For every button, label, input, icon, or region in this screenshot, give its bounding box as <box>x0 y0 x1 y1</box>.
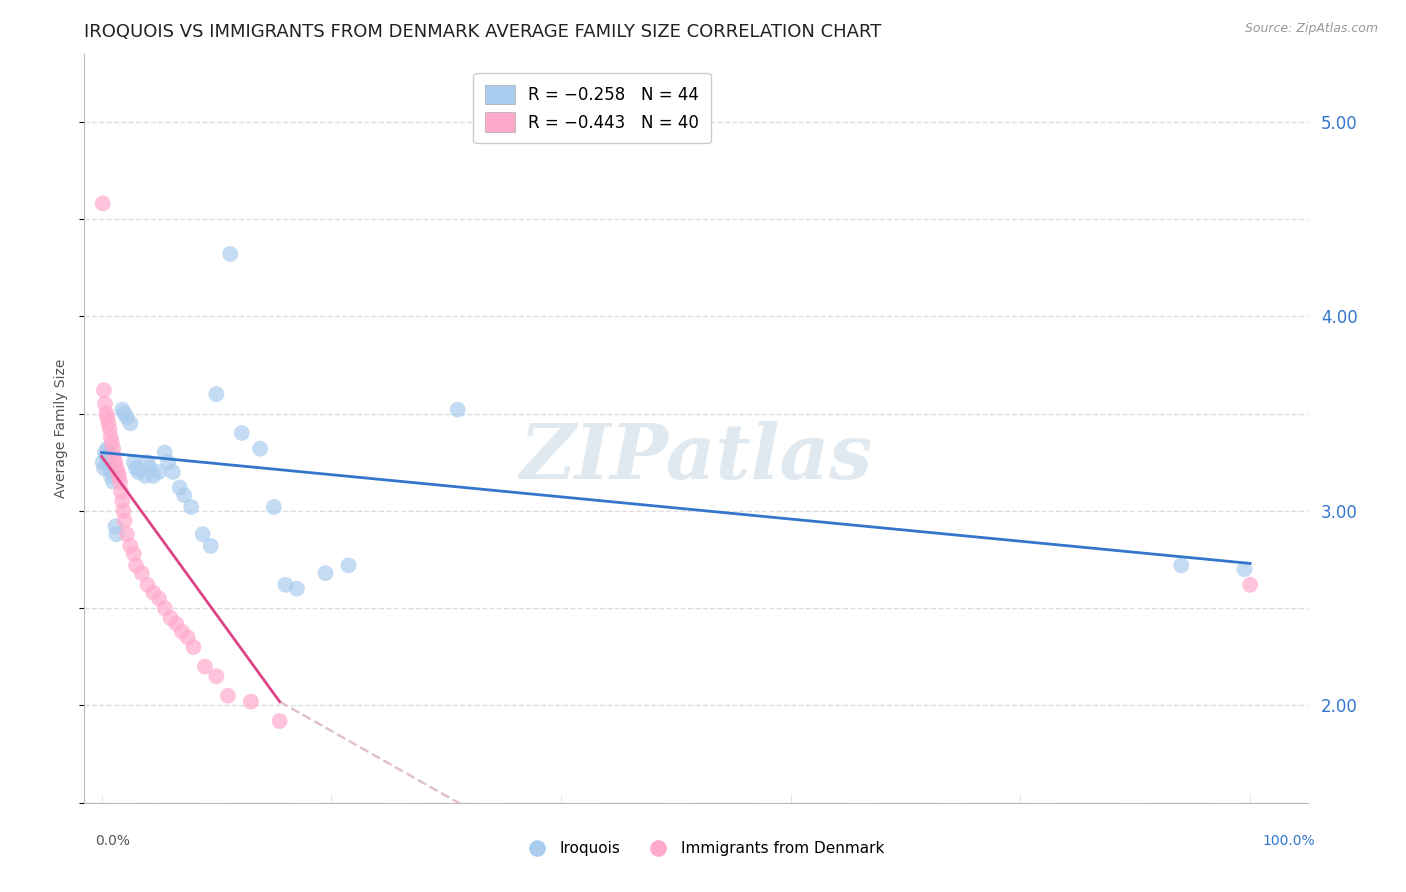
Immigrants from Denmark <box>101 435 124 450</box>
Immigrants from Denmark <box>104 455 127 469</box>
Iroquois <box>136 455 159 469</box>
Iroquois <box>315 566 337 581</box>
Iroquois <box>93 461 115 475</box>
Iroquois <box>98 461 121 475</box>
Immigrants from Denmark <box>142 585 165 599</box>
Text: ZIPatlas: ZIPatlas <box>519 421 873 495</box>
Iroquois <box>200 539 222 553</box>
Iroquois <box>1170 558 1192 573</box>
Iroquois <box>115 410 138 425</box>
Iroquois <box>446 402 468 417</box>
Text: Source: ZipAtlas.com: Source: ZipAtlas.com <box>1244 22 1378 36</box>
Immigrants from Denmark <box>177 631 200 645</box>
Immigrants from Denmark <box>194 659 217 673</box>
Iroquois <box>91 455 114 469</box>
Immigrants from Denmark <box>103 450 125 464</box>
Immigrants from Denmark <box>217 689 239 703</box>
Iroquois <box>157 455 180 469</box>
Iroquois <box>142 468 165 483</box>
Immigrants from Denmark <box>98 422 121 436</box>
Iroquois <box>139 461 162 475</box>
Immigrants from Denmark <box>120 539 142 553</box>
Y-axis label: Average Family Size: Average Family Size <box>55 359 69 498</box>
Immigrants from Denmark <box>108 468 131 483</box>
Immigrants from Denmark <box>153 601 176 615</box>
Text: 0.0%: 0.0% <box>96 834 131 848</box>
Immigrants from Denmark <box>111 494 134 508</box>
Immigrants from Denmark <box>110 484 132 499</box>
Iroquois <box>205 387 228 401</box>
Iroquois <box>249 442 271 456</box>
Immigrants from Denmark <box>96 410 118 425</box>
Iroquois <box>105 527 128 541</box>
Immigrants from Denmark <box>112 504 135 518</box>
Iroquois <box>101 475 124 489</box>
Immigrants from Denmark <box>96 407 118 421</box>
Iroquois <box>231 425 253 440</box>
Immigrants from Denmark <box>125 558 148 573</box>
Iroquois <box>114 407 136 421</box>
Text: 100.0%: 100.0% <box>1263 834 1315 848</box>
Iroquois <box>153 445 176 459</box>
Iroquois <box>148 465 170 479</box>
Immigrants from Denmark <box>108 475 131 489</box>
Iroquois <box>1233 562 1256 576</box>
Immigrants from Denmark <box>183 640 205 654</box>
Immigrants from Denmark <box>170 624 193 639</box>
Iroquois <box>125 461 148 475</box>
Iroquois <box>122 455 145 469</box>
Iroquois <box>127 465 149 479</box>
Immigrants from Denmark <box>148 591 170 606</box>
Immigrants from Denmark <box>1239 578 1261 592</box>
Iroquois <box>97 450 120 464</box>
Iroquois <box>263 500 285 514</box>
Immigrants from Denmark <box>114 514 136 528</box>
Iroquois <box>120 417 142 431</box>
Iroquois <box>101 465 124 479</box>
Legend: R = −0.258   N = 44, R = −0.443   N = 40: R = −0.258 N = 44, R = −0.443 N = 40 <box>474 73 711 144</box>
Text: IROQUOIS VS IMMIGRANTS FROM DENMARK AVERAGE FAMILY SIZE CORRELATION CHART: IROQUOIS VS IMMIGRANTS FROM DENMARK AVER… <box>84 23 882 41</box>
Iroquois <box>219 247 242 261</box>
Immigrants from Denmark <box>100 430 122 444</box>
Legend: Iroquois, Immigrants from Denmark: Iroquois, Immigrants from Denmark <box>515 835 891 862</box>
Immigrants from Denmark <box>131 566 153 581</box>
Iroquois <box>100 468 122 483</box>
Immigrants from Denmark <box>136 578 159 592</box>
Iroquois <box>96 442 118 456</box>
Iroquois <box>162 465 184 479</box>
Immigrants from Denmark <box>205 669 228 683</box>
Immigrants from Denmark <box>101 442 124 456</box>
Immigrants from Denmark <box>93 383 115 397</box>
Immigrants from Denmark <box>94 397 117 411</box>
Iroquois <box>104 519 127 533</box>
Immigrants from Denmark <box>165 616 187 631</box>
Immigrants from Denmark <box>239 695 262 709</box>
Immigrants from Denmark <box>159 611 181 625</box>
Iroquois <box>169 481 191 495</box>
Immigrants from Denmark <box>115 527 138 541</box>
Iroquois <box>96 450 118 464</box>
Immigrants from Denmark <box>122 547 145 561</box>
Immigrants from Denmark <box>97 417 120 431</box>
Iroquois <box>134 468 156 483</box>
Iroquois <box>191 527 214 541</box>
Iroquois <box>180 500 202 514</box>
Iroquois <box>173 488 195 502</box>
Iroquois <box>111 402 134 417</box>
Immigrants from Denmark <box>107 465 129 479</box>
Iroquois <box>94 445 117 459</box>
Iroquois <box>285 582 308 596</box>
Immigrants from Denmark <box>91 196 114 211</box>
Immigrants from Denmark <box>105 461 128 475</box>
Immigrants from Denmark <box>269 714 291 728</box>
Iroquois <box>274 578 297 592</box>
Iroquois <box>337 558 360 573</box>
